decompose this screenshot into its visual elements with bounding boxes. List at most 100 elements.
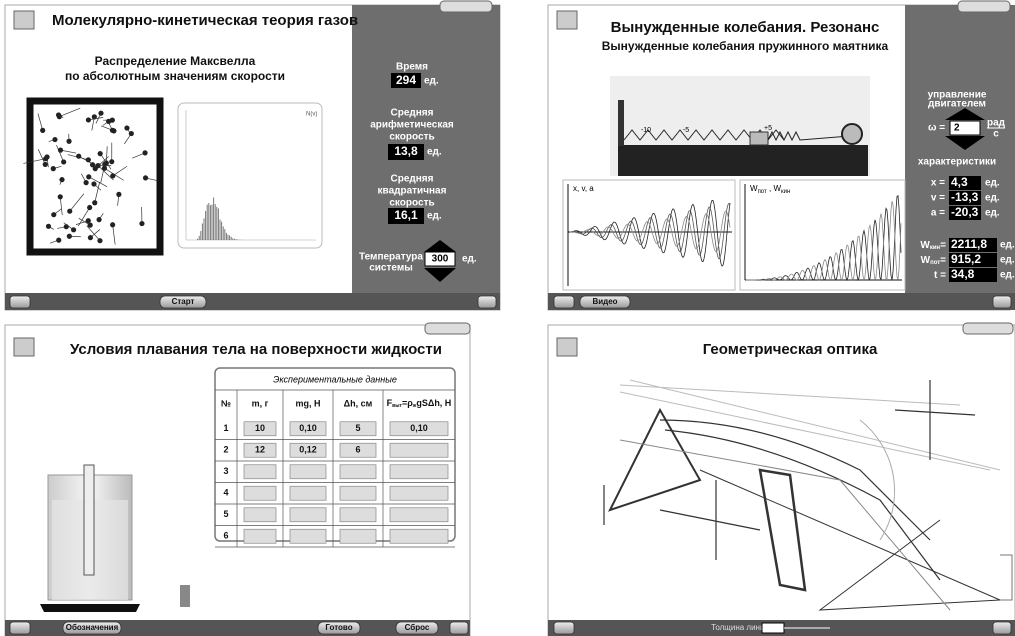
cell-input <box>243 485 277 501</box>
trail <box>112 224 116 245</box>
cell-input <box>389 442 449 458</box>
molecule <box>139 220 145 227</box>
trail <box>37 113 44 131</box>
cell-input <box>339 421 377 437</box>
button[interactable] <box>317 621 361 635</box>
button[interactable] <box>62 621 122 635</box>
cell-input <box>339 442 377 458</box>
label: двигателем <box>928 99 986 110</box>
row-number: 4 <box>223 488 228 498</box>
input[interactable] <box>424 251 456 267</box>
optics-panel: Геометрическая оптика Толщина линии <box>547 322 1015 636</box>
molecule <box>51 212 57 218</box>
cell-input <box>243 442 277 458</box>
unit: ед. <box>1000 255 1015 266</box>
side-panel <box>352 5 500 293</box>
cell-input <box>289 442 327 458</box>
subscript: ж <box>412 403 417 409</box>
molecule <box>43 156 49 162</box>
value-box <box>949 238 997 252</box>
bottom-bar <box>5 293 500 310</box>
exit-button[interactable] <box>477 295 497 309</box>
label: Время <box>396 62 428 73</box>
molecule <box>66 233 72 239</box>
molecule <box>45 223 52 229</box>
molecule <box>61 159 67 165</box>
trail <box>97 165 114 181</box>
value: 2211,8 <box>951 237 987 251</box>
label: Средняя <box>391 174 434 185</box>
cell-input <box>289 464 327 480</box>
value: 2 <box>954 123 960 134</box>
molecule <box>55 112 62 118</box>
unit: ед. <box>462 254 477 265</box>
value: 294 <box>396 73 416 87</box>
value: 34,8 <box>951 267 975 281</box>
cell-input <box>389 507 449 523</box>
molecule <box>52 136 58 143</box>
cell-input <box>389 528 449 544</box>
resonance-panel: Вынужденные колебания. Резонанс Вынужден… <box>547 0 1015 311</box>
graph-label: Wпот , Wкин <box>750 184 790 194</box>
help-button[interactable] <box>9 621 31 635</box>
graph <box>739 179 906 291</box>
molecule <box>96 217 102 223</box>
molecule <box>87 235 94 241</box>
help-button[interactable] <box>553 295 575 309</box>
slider[interactable] <box>761 622 785 634</box>
bottom-bar <box>548 293 1015 310</box>
gas-panel: Молекулярно-кинетическая теория газов Ра… <box>4 0 501 311</box>
panel-bg <box>547 324 1015 636</box>
value: 16,1 <box>394 208 418 222</box>
exit-button[interactable] <box>992 621 1012 635</box>
header: Fвыт=ρжgSΔh, Н <box>387 398 452 409</box>
spinner[interactable] <box>945 108 985 150</box>
label-part: = <box>940 240 946 251</box>
cell-input <box>339 464 377 480</box>
value-box <box>949 191 981 205</box>
label: Средняя <box>391 108 434 119</box>
subscript: пот <box>930 260 940 266</box>
molecule <box>56 237 62 243</box>
row-number: 6 <box>223 531 228 541</box>
tab <box>439 0 493 13</box>
wall <box>618 100 624 146</box>
value-box <box>388 208 424 224</box>
exit-button[interactable] <box>992 295 1012 309</box>
wave <box>569 199 731 267</box>
exit-button[interactable] <box>449 621 469 635</box>
trail <box>95 156 109 169</box>
help-button[interactable] <box>553 621 575 635</box>
wave <box>746 201 902 282</box>
value: -13,3 <box>951 190 979 204</box>
molecule <box>86 174 92 180</box>
spinner[interactable] <box>424 240 456 282</box>
value-box <box>388 144 424 160</box>
wheel <box>841 123 863 145</box>
unit: ед. <box>427 147 442 158</box>
title: Молекулярно-кинетическая теория газов <box>52 12 358 29</box>
weight <box>749 131 769 146</box>
trail <box>67 154 89 161</box>
button[interactable] <box>579 295 631 309</box>
help-button[interactable] <box>9 295 31 309</box>
stand <box>40 604 140 612</box>
wave <box>569 202 731 260</box>
subscript: выт <box>392 403 402 409</box>
label: ω = <box>928 123 945 134</box>
input[interactable] <box>949 120 981 136</box>
cell-input <box>289 507 327 523</box>
label: v = <box>931 193 945 204</box>
button[interactable] <box>395 621 439 635</box>
table-caption: Экспериментальные данные <box>273 374 397 384</box>
button-label: Старт <box>172 297 195 306</box>
cell-value: 0,10 <box>410 423 428 433</box>
button[interactable] <box>159 295 207 309</box>
label-part: W <box>921 255 931 266</box>
cell-input <box>339 507 377 523</box>
table <box>618 145 868 176</box>
row-number: 2 <box>223 445 228 455</box>
oscillation <box>569 199 731 267</box>
header: № <box>221 398 231 408</box>
